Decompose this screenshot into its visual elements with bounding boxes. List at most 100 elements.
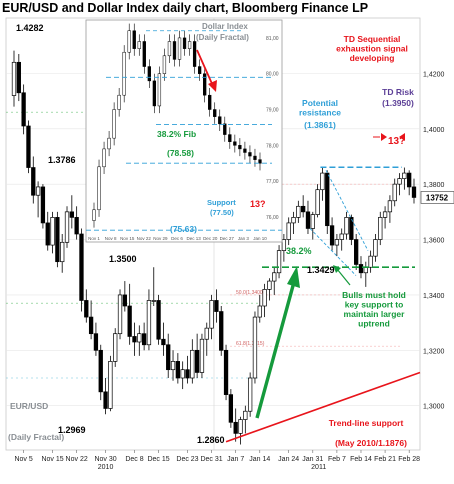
candle — [79, 233, 84, 301]
arrow-13-left — [381, 133, 387, 141]
candle — [161, 338, 166, 346]
candle — [305, 211, 311, 229]
label-high: 1.4282 — [16, 23, 44, 33]
candle — [407, 172, 412, 188]
candle — [247, 377, 253, 412]
candle — [122, 294, 127, 307]
candle — [175, 361, 181, 379]
candle — [40, 186, 46, 224]
green-up-arrow — [255, 281, 296, 419]
candle — [35, 186, 41, 196]
inset-candle — [112, 109, 116, 139]
inset-candle — [162, 55, 167, 74]
label-fib-382: 38.2% — [286, 246, 312, 256]
candle — [382, 211, 388, 218]
candle — [257, 305, 262, 318]
inset-y-tick: 81,00 — [266, 36, 279, 42]
candle — [69, 211, 74, 218]
dollar-index-inset: 81,00 80,00 79,00 78,00 77,00 76,00 Nov 1 Nov 8… — [85, 19, 283, 243]
label-low-1: 1.2969 — [58, 425, 86, 435]
inset-candle — [97, 166, 101, 211]
candle — [93, 333, 99, 351]
inset-candle — [258, 159, 262, 164]
label-resistance-value: (1.3861) — [304, 120, 336, 130]
inset-caption: Dollar Index — [202, 22, 248, 31]
candle — [238, 419, 243, 434]
label-level-1: 1.3786 — [48, 155, 76, 165]
candle — [170, 361, 176, 371]
candle — [262, 289, 267, 307]
candle — [387, 200, 393, 213]
inset-candle — [228, 134, 232, 142]
x-tick-label: Nov 5 — [14, 456, 32, 463]
x-tick-label: Nov 22 — [66, 456, 88, 463]
candle — [363, 266, 368, 274]
inset-x-tick: Nov 1 — [88, 236, 100, 241]
candle — [16, 61, 21, 94]
inset-x-tick: Nov 22 — [137, 236, 152, 241]
candle — [84, 300, 89, 318]
candle — [166, 344, 171, 371]
candle — [209, 300, 214, 329]
candle — [151, 300, 156, 302]
inset-candle — [223, 123, 227, 135]
candle — [358, 264, 364, 274]
candle — [64, 211, 70, 243]
y-tick-label: 1,4000 — [423, 127, 445, 134]
inset-candle — [117, 94, 121, 110]
candle — [108, 361, 113, 409]
chart-title: EUR/USD and Dollar Index daily chart, Bl… — [2, 1, 369, 15]
inset-x-tick: Dec 6 — [171, 236, 183, 241]
year-label: 2011 — [311, 464, 326, 471]
inset-candle — [127, 30, 131, 53]
candle — [26, 125, 31, 168]
candle — [276, 250, 282, 274]
candle — [252, 316, 258, 379]
candle — [378, 217, 383, 240]
candle — [117, 294, 123, 335]
x-tick-label: Dec 23 — [176, 456, 198, 463]
candle — [233, 421, 238, 434]
candle — [392, 183, 397, 202]
candle — [146, 300, 152, 346]
candle — [339, 233, 344, 240]
inset-x-tick: Nov 15 — [120, 236, 135, 241]
inset-candle — [253, 155, 257, 160]
inset-frame — [85, 19, 283, 243]
fib-level-label: 61.8(1.3215) — [236, 341, 265, 347]
label-count-13: 13? — [388, 136, 405, 147]
inset-x-tick: Jan 10 — [253, 236, 267, 241]
label-td-risk: TD Risk — [382, 87, 414, 97]
inset-x-tick: Dec 20 — [203, 236, 218, 241]
inset-x-tick: Dec 13 — [186, 236, 201, 241]
candle — [88, 316, 94, 335]
candle — [329, 225, 335, 246]
candle — [132, 336, 137, 343]
x-tick-label: Jan 31 — [302, 456, 323, 463]
candle — [156, 300, 161, 340]
arrow-13-right — [399, 133, 405, 141]
label-resistance-title: Potential resistance — [299, 98, 341, 118]
inset-candle — [142, 41, 146, 67]
candle — [50, 217, 55, 246]
inset-candle — [122, 51, 126, 96]
candle — [320, 172, 325, 191]
candle — [194, 349, 200, 373]
inset-candle — [157, 73, 162, 107]
inset-candle — [208, 94, 212, 110]
candle — [334, 239, 340, 246]
x-tick-label: Dec 31 — [200, 456, 222, 463]
inset-count-label: 13? — [250, 199, 266, 209]
inset-y-tick: 76,00 — [266, 215, 279, 221]
inset-candle — [172, 41, 177, 60]
candle — [325, 172, 330, 227]
inset-x-tick: Dec 27 — [220, 236, 235, 241]
candle — [103, 391, 108, 409]
candle — [185, 369, 190, 379]
label-low-2: 1.2860 — [197, 435, 225, 445]
bulls-arrow-head — [333, 265, 341, 273]
inset-candle — [102, 148, 106, 168]
x-tick-label: Jan 14 — [249, 456, 270, 463]
inset-caption-sub: (Daily Fractal) — [196, 33, 249, 42]
